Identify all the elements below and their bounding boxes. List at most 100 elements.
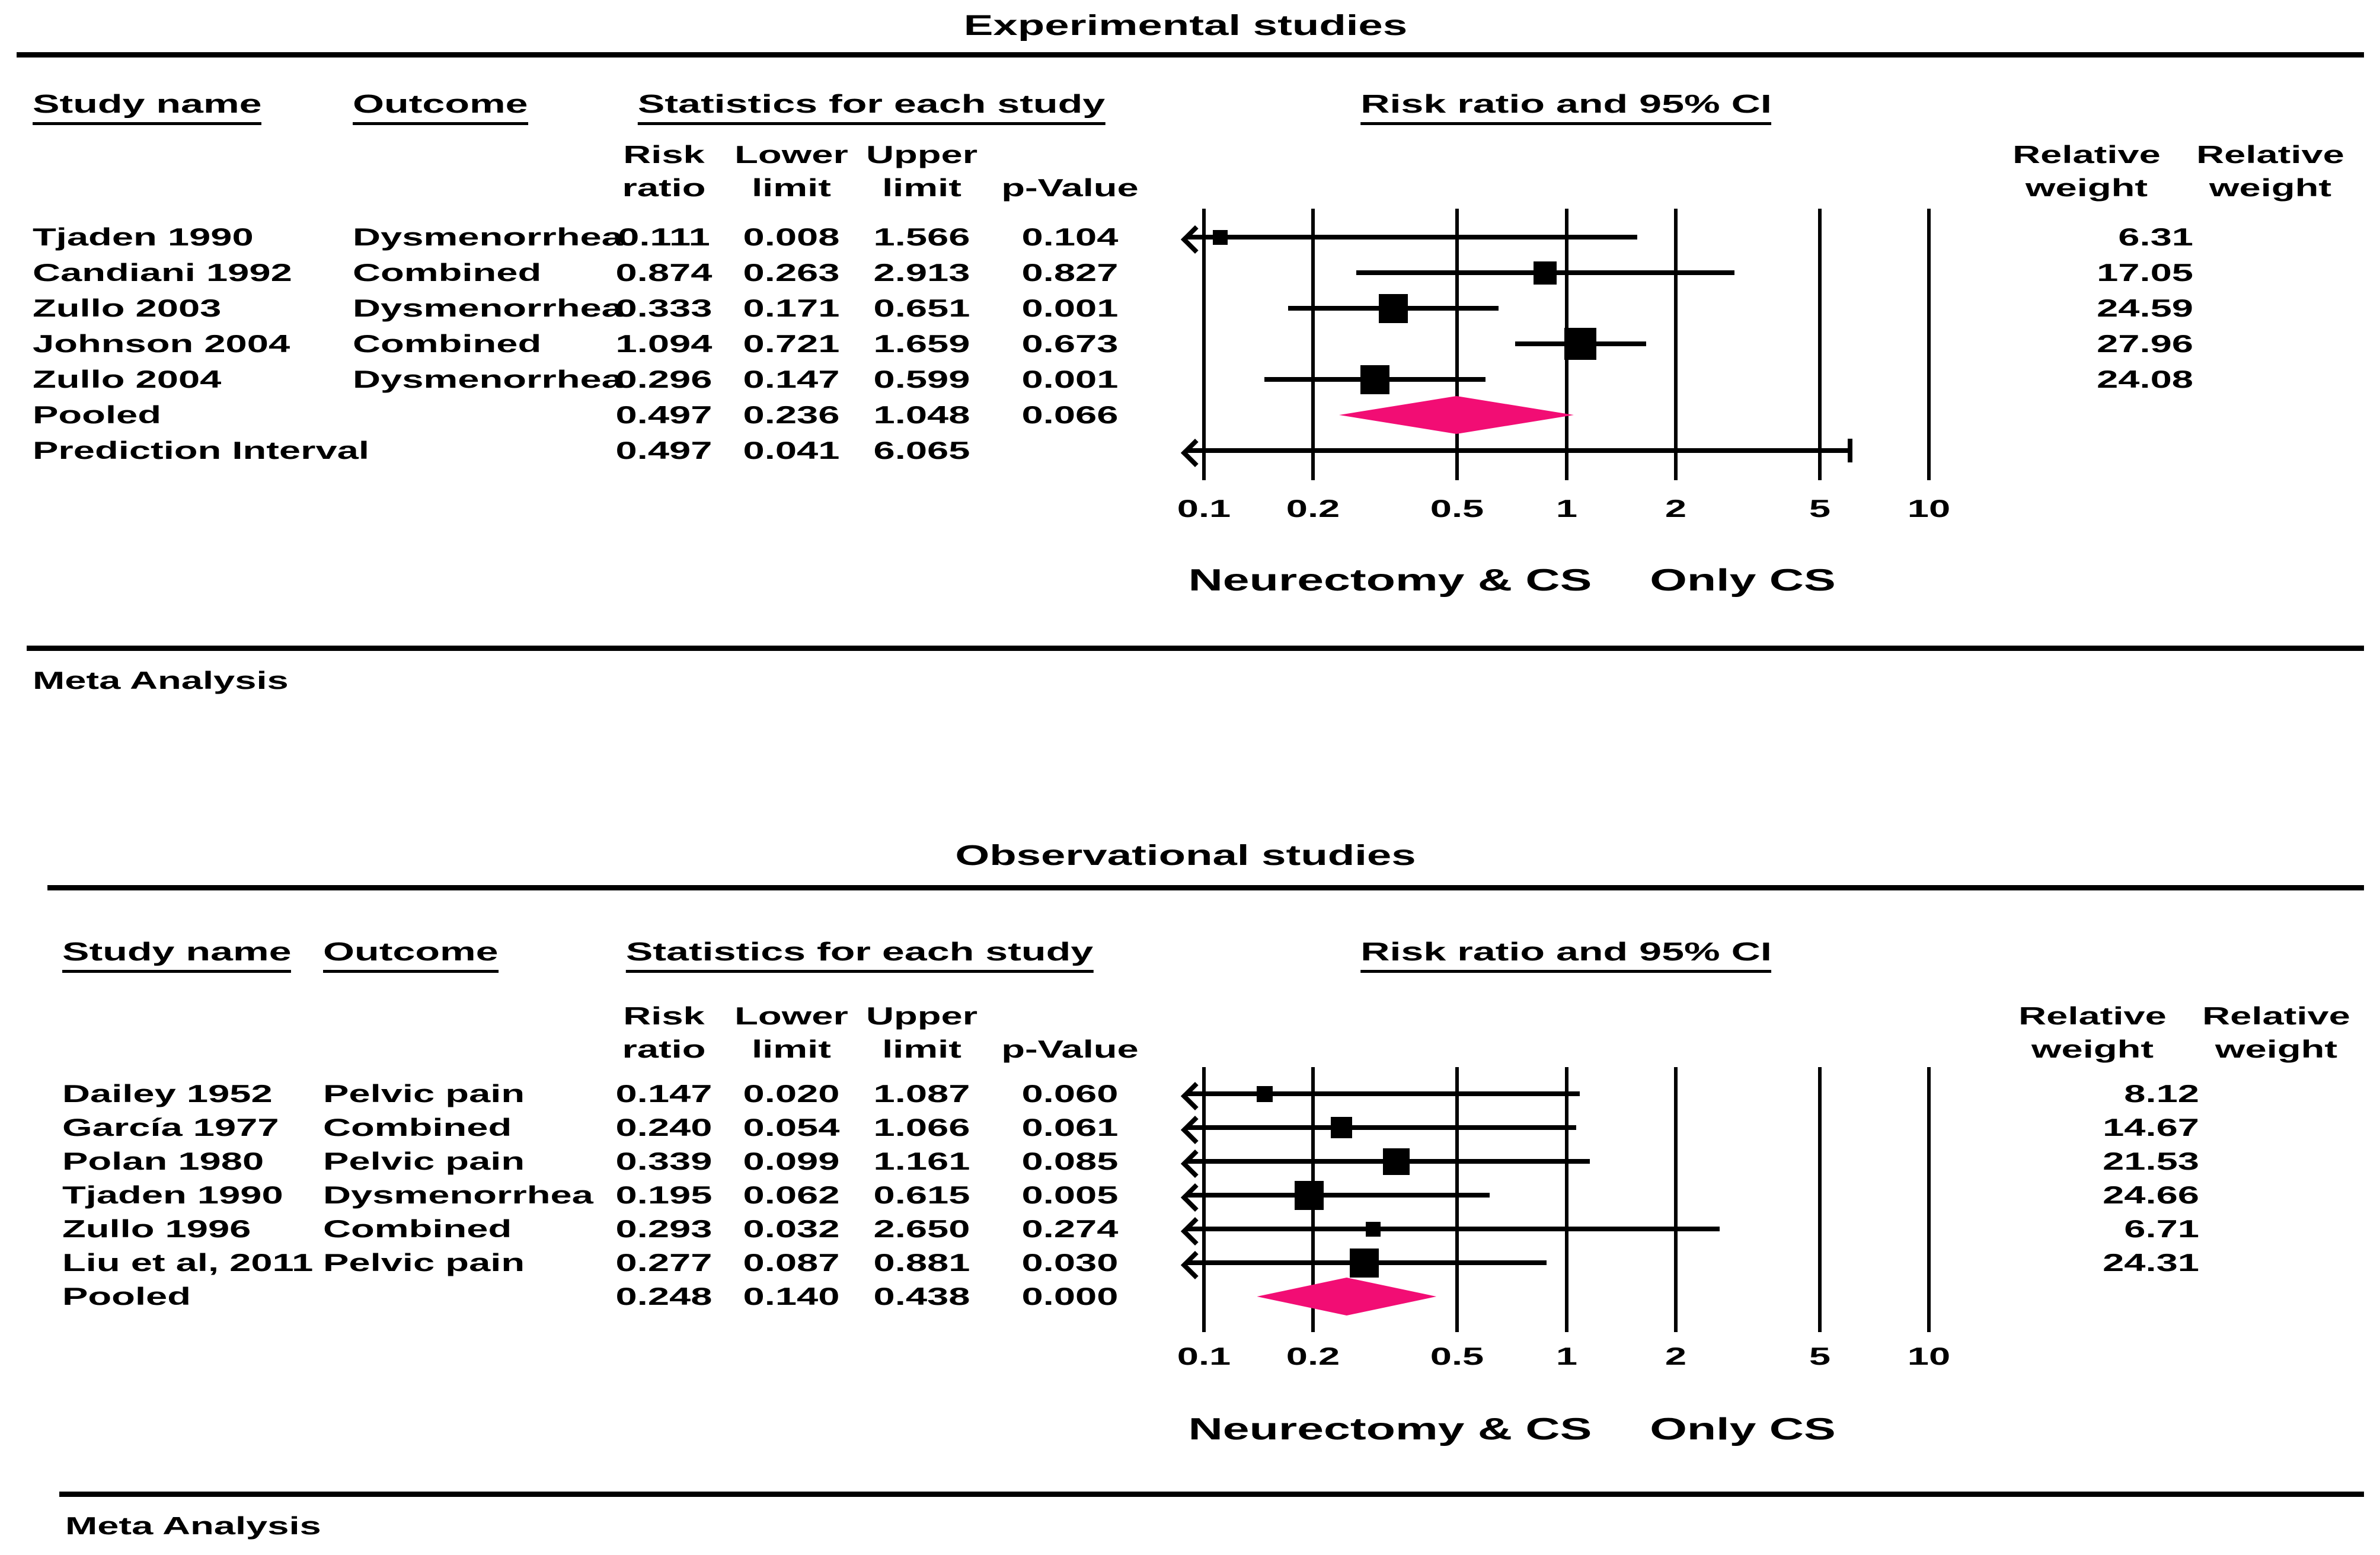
table-cell-upper-limit: 2.650 xyxy=(873,1215,970,1243)
axis-tick-label: 0.2 xyxy=(1286,494,1340,522)
table-cell-upper-limit: 0.651 xyxy=(873,294,970,322)
table-cell-p-value: 0.060 xyxy=(1021,1080,1119,1107)
column-header-statistics: Statistics for each study xyxy=(637,89,1106,125)
table-cell-lower-limit: 0.020 xyxy=(743,1080,840,1107)
axis-tick-label: 5 xyxy=(1809,1342,1831,1370)
table-cell-lower-limit: 0.087 xyxy=(743,1249,840,1276)
subheader-lower-line2: limit xyxy=(752,174,831,202)
axis-tick-label: 2 xyxy=(1665,1342,1686,1370)
column-header-risk-ratio-ci: Risk ratio and 95% CI xyxy=(1360,937,1772,973)
column-header-study-name: Study name xyxy=(33,89,262,125)
table-cell-risk-ratio: 0.147 xyxy=(615,1080,713,1107)
table-cell-risk-ratio: 0.296 xyxy=(615,365,713,393)
table-cell-p-value: 0.673 xyxy=(1021,330,1119,357)
axis-tick-label: 5 xyxy=(1809,494,1831,522)
table-cell-outcome: Pelvic pain xyxy=(323,1147,525,1175)
axis-tick-label: 10 xyxy=(1907,494,1951,522)
table-cell-lower-limit: 0.721 xyxy=(743,330,840,357)
table-cell-risk-ratio: 0.277 xyxy=(615,1249,713,1276)
table-cell-p-value: 0.827 xyxy=(1021,258,1119,286)
table-cell-lower-limit: 0.054 xyxy=(743,1113,840,1141)
table-cell-relative-weight: 27.96 xyxy=(2097,330,2193,357)
axis-tick-label: 0.1 xyxy=(1177,494,1231,522)
table-cell-lower-limit: 0.099 xyxy=(743,1147,840,1175)
table-cell-relative-weight: 24.31 xyxy=(2103,1249,2199,1276)
confidence-interval-line xyxy=(1187,448,1851,453)
group-label-neurectomy-cs: Neurectomy & CS xyxy=(1188,563,1592,598)
subheader-upper-line1: Upper xyxy=(865,141,978,168)
subheader-p-value: p-Value xyxy=(1001,1035,1139,1063)
table-cell-study-name: Zullo 1996 xyxy=(62,1215,251,1243)
table-cell-outcome: Combined xyxy=(353,258,542,286)
effect-size-square xyxy=(1213,229,1228,245)
table-cell-upper-limit: 1.566 xyxy=(873,223,970,251)
table-cell-upper-limit: 2.913 xyxy=(873,258,970,286)
subheader-weight-b-line1: Relative xyxy=(2196,141,2344,168)
subheader-risk-line1: Risk xyxy=(623,1002,705,1030)
table-cell-risk-ratio: 0.497 xyxy=(615,436,713,464)
table-cell-p-value: 0.104 xyxy=(1021,223,1119,251)
gridline xyxy=(1673,209,1678,480)
table-cell-upper-limit: 1.659 xyxy=(873,330,970,357)
table-cell-study-name: Zullo 2003 xyxy=(33,294,222,322)
gridline xyxy=(1202,1067,1206,1332)
gridline xyxy=(1564,1067,1568,1332)
table-cell-outcome: Dysmenorrhea xyxy=(353,365,623,393)
table-cell-study-name: Prediction Interval xyxy=(33,436,369,464)
gridline xyxy=(1673,1067,1678,1332)
footer-meta-analysis-observational: Meta Analysis xyxy=(65,1512,321,1540)
gridline xyxy=(1817,209,1822,480)
table-cell-study-name: Tjaden 1990 xyxy=(33,223,254,251)
table-cell-relative-weight: 6.31 xyxy=(2118,223,2193,251)
effect-size-square xyxy=(1534,261,1557,285)
table-cell-p-value: 0.001 xyxy=(1021,294,1119,322)
table-cell-upper-limit: 0.599 xyxy=(873,365,970,393)
table-cell-p-value: 0.001 xyxy=(1021,365,1119,393)
table-cell-study-name: Zullo 2004 xyxy=(33,365,222,393)
table-cell-relative-weight: 8.12 xyxy=(2124,1080,2199,1107)
axis-tick-label: 10 xyxy=(1907,1342,1951,1370)
table-cell-lower-limit: 0.147 xyxy=(743,365,840,393)
gridline xyxy=(1311,209,1315,480)
table-cell-outcome: Dysmenorrhea xyxy=(353,294,623,322)
pooled-diamond xyxy=(1339,396,1574,434)
table-cell-relative-weight: 14.67 xyxy=(2103,1113,2199,1141)
table-cell-study-name: Candiani 1992 xyxy=(33,258,292,286)
table-cell-study-name: Johnson 2004 xyxy=(33,330,290,357)
table-cell-upper-limit: 1.048 xyxy=(873,401,970,429)
table-cell-p-value: 0.085 xyxy=(1021,1147,1119,1175)
subheader-risk-line2: ratio xyxy=(622,1035,706,1063)
subheader-p-value: p-Value xyxy=(1001,174,1139,202)
subheader-weight-b-line2: weight xyxy=(2215,1035,2338,1063)
confidence-interval-line xyxy=(1187,1193,1490,1198)
table-cell-relative-weight: 6.71 xyxy=(2124,1215,2199,1243)
axis-tick-label: 1 xyxy=(1555,494,1577,522)
rule-bottom-observational xyxy=(59,1492,2364,1497)
table-cell-upper-limit: 1.161 xyxy=(873,1147,970,1175)
effect-size-square xyxy=(1378,293,1408,323)
subheader-upper-line2: limit xyxy=(882,1035,961,1063)
column-header-outcome: Outcome xyxy=(323,937,499,973)
table-cell-risk-ratio: 0.195 xyxy=(615,1181,713,1209)
subheader-risk-line2: ratio xyxy=(622,174,706,202)
effect-size-square xyxy=(1294,1180,1324,1210)
table-cell-risk-ratio: 0.339 xyxy=(615,1147,713,1175)
table-cell-study-name: Pooled xyxy=(33,401,162,429)
axis-tick-label: 0.1 xyxy=(1177,1342,1231,1370)
table-cell-risk-ratio: 0.874 xyxy=(615,258,713,286)
table-cell-relative-weight: 21.53 xyxy=(2103,1147,2199,1175)
subheader-lower-line2: limit xyxy=(752,1035,831,1063)
subheader-weight-a-line1: Relative xyxy=(2018,1002,2167,1030)
subheader-weight-b-line1: Relative xyxy=(2202,1002,2350,1030)
subheader-upper-line1: Upper xyxy=(865,1002,978,1030)
column-header-statistics: Statistics for each study xyxy=(625,937,1094,973)
rule-bottom-experimental xyxy=(27,646,2364,651)
table-cell-p-value: 0.000 xyxy=(1021,1282,1119,1310)
table-cell-outcome: Pelvic pain xyxy=(323,1080,525,1107)
table-cell-study-name: Pooled xyxy=(62,1282,191,1310)
pooled-diamond xyxy=(1257,1278,1437,1315)
axis-tick-label: 0.2 xyxy=(1286,1342,1340,1370)
table-cell-risk-ratio: 0.240 xyxy=(615,1113,713,1141)
subheader-weight-a-line2: weight xyxy=(2031,1035,2154,1063)
table-cell-lower-limit: 0.041 xyxy=(743,436,840,464)
